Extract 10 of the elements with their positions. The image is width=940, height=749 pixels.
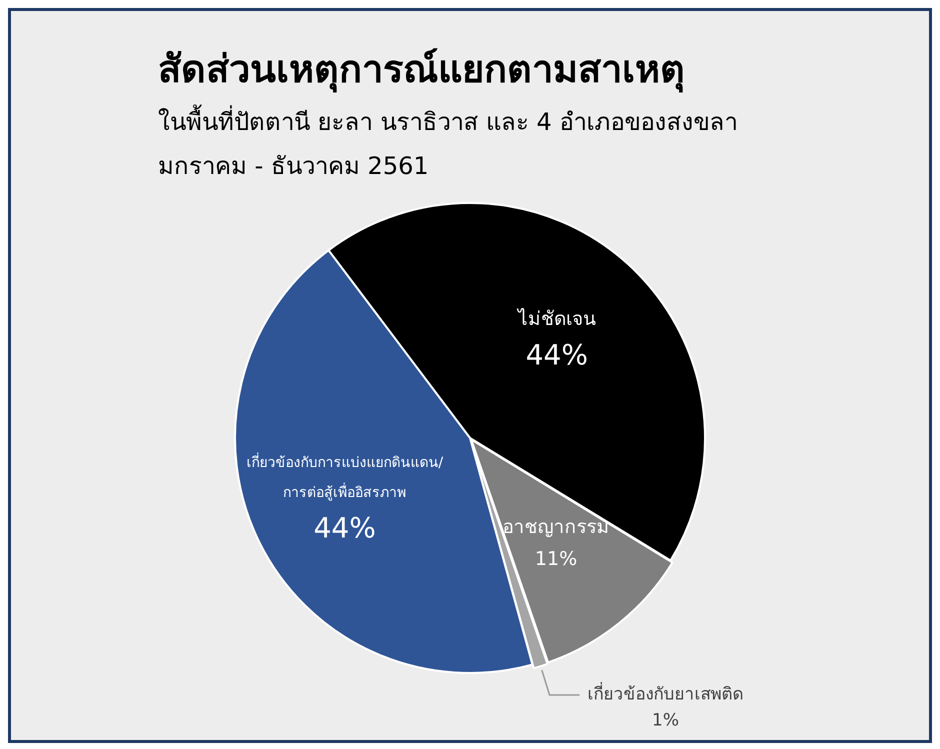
slice-label: อาชญากรรม: [502, 516, 610, 538]
chart-title: สัดส่วนเหตุการณ์แยกตามสาเหตุ: [158, 46, 685, 94]
data-label: 44%: [526, 338, 588, 372]
chart-subtitle: ในพื้นที่ปัตตานี ยะลา นราธิวาส และ 4 อำเภอของสงขลา มกราคม - ธันวาคม 2561: [158, 104, 738, 182]
slice-label: เกี่ยวข้องกับการแบ่งแยกดินแดน/การต่อสู้เพื่ออิสรภาพ: [246, 452, 444, 501]
data-label: 44%: [314, 512, 376, 545]
data-label: 1%: [652, 710, 680, 730]
data-label: 11%: [534, 548, 578, 570]
slice-label: เกี่ยวข้องกับยาเสพติด: [588, 681, 744, 704]
slice-label: ไม่ชัดเจน: [516, 308, 596, 330]
